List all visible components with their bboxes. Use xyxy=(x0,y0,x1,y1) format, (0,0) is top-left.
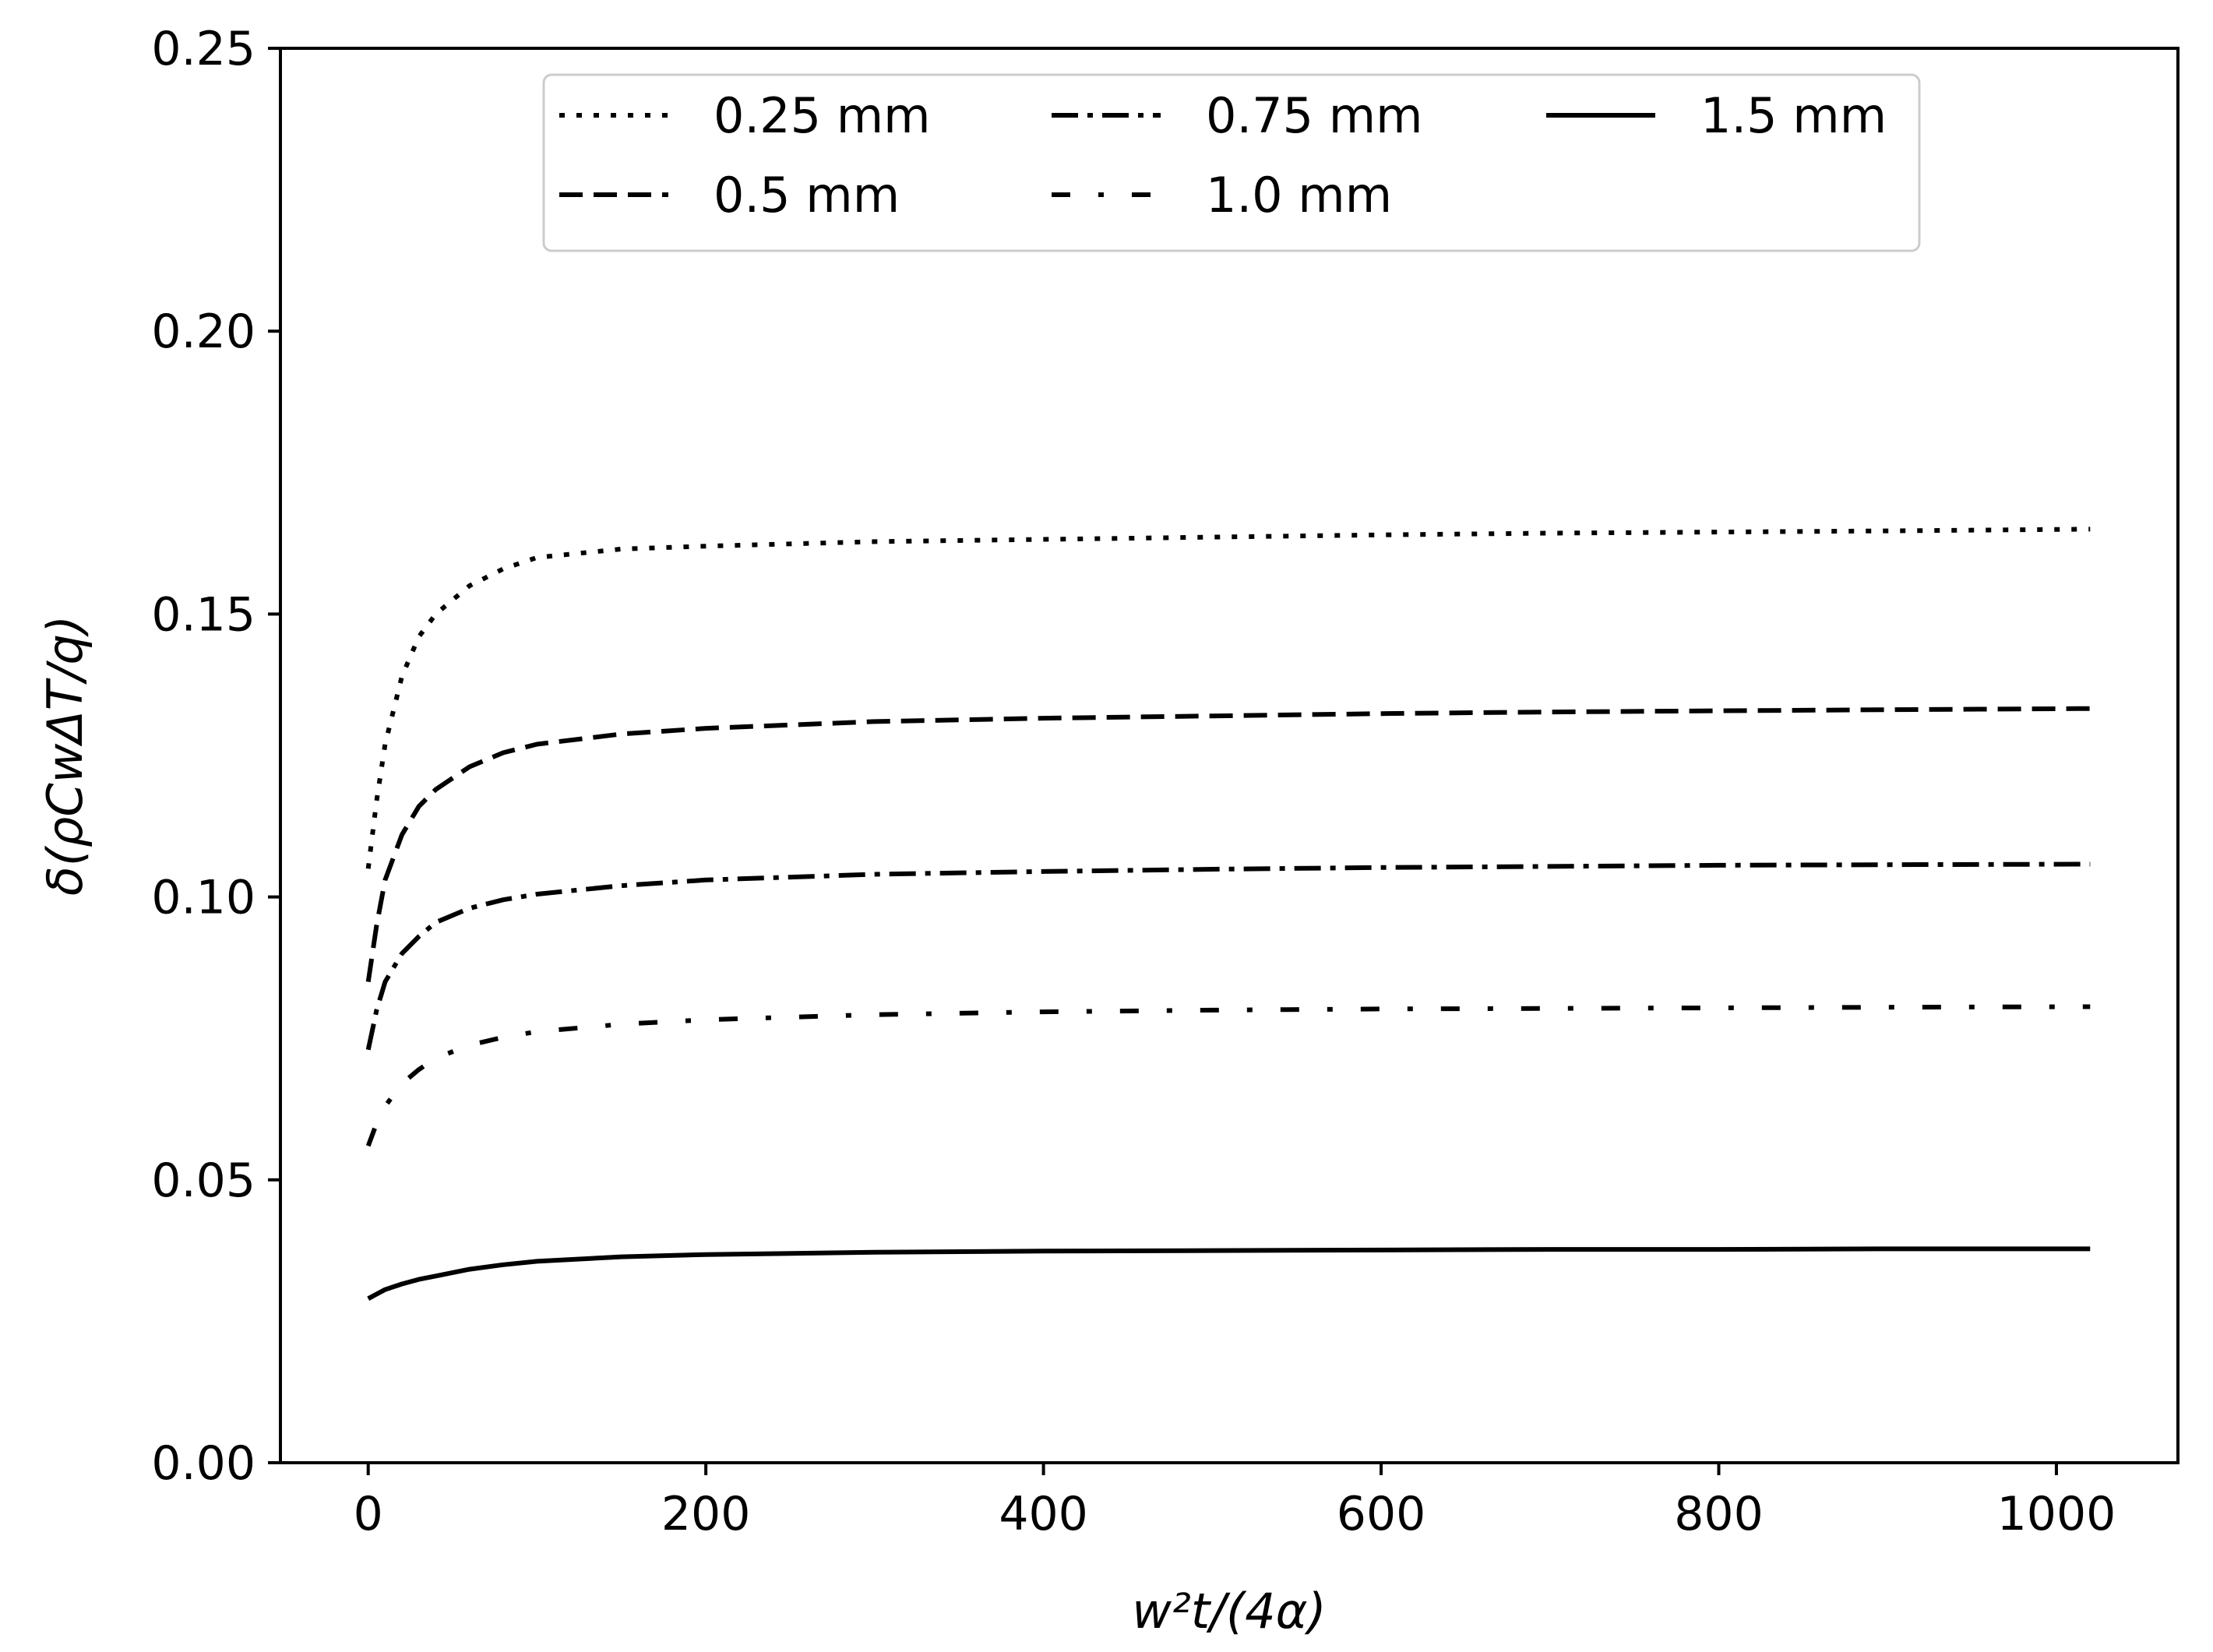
series-lines xyxy=(365,527,2091,1301)
x-axis-ticks: 0 200 400 600 800 1000 xyxy=(354,1463,2116,1541)
x-tick-label: 800 xyxy=(1674,1487,1764,1541)
x-tick-label: 1000 xyxy=(1997,1487,2116,1541)
x-tick-label: 0 xyxy=(354,1487,383,1541)
x-tick-label: 400 xyxy=(999,1487,1088,1541)
legend-label: 1.0 mm xyxy=(1206,167,1392,224)
legend-item-5: 1.5 mm xyxy=(1546,87,1887,144)
y-tick-label: 0.15 xyxy=(151,587,255,642)
series-line-5 xyxy=(367,1246,2091,1301)
legend-label: 0.75 mm xyxy=(1206,87,1423,144)
series-line-2 xyxy=(365,706,2091,983)
legend-label: 1.5 mm xyxy=(1700,87,1887,144)
legend-item-3: 0.75 mm xyxy=(1052,87,1423,144)
y-axis-label: δ(ρCwΔT/q) xyxy=(37,615,93,896)
legend-items: 0.25 mm 0.5 mm 0.75 mm 1.0 mm 1.5 mm xyxy=(559,87,1887,224)
legend-label: 0.5 mm xyxy=(714,167,900,224)
x-tick-label: 600 xyxy=(1337,1487,1426,1541)
legend-item-4: 1.0 mm xyxy=(1052,167,1392,224)
legend-item-2: 0.5 mm xyxy=(559,167,900,224)
legend-box xyxy=(542,73,1921,252)
legend-item-1: 0.25 mm xyxy=(559,87,931,144)
y-tick-label: 0.10 xyxy=(151,871,255,925)
y-tick-label: 0.25 xyxy=(151,22,255,76)
y-tick-label: 0.20 xyxy=(151,305,255,359)
y-axis-ticks: 0.00 0.05 0.10 0.15 0.20 0.25 xyxy=(151,22,280,1491)
legend-label: 0.25 mm xyxy=(714,87,931,144)
x-axis-label: w²t/(4α) xyxy=(1132,1583,1326,1640)
series-line-3 xyxy=(365,861,2091,1051)
y-tick-label: 0.00 xyxy=(151,1436,255,1491)
x-tick-label: 200 xyxy=(661,1487,751,1541)
plot-area xyxy=(279,47,2180,1464)
legend: 0.25 mm 0.5 mm 0.75 mm 1.0 mm 1.5 mm xyxy=(542,73,1921,252)
y-tick-label: 0.05 xyxy=(151,1154,255,1208)
